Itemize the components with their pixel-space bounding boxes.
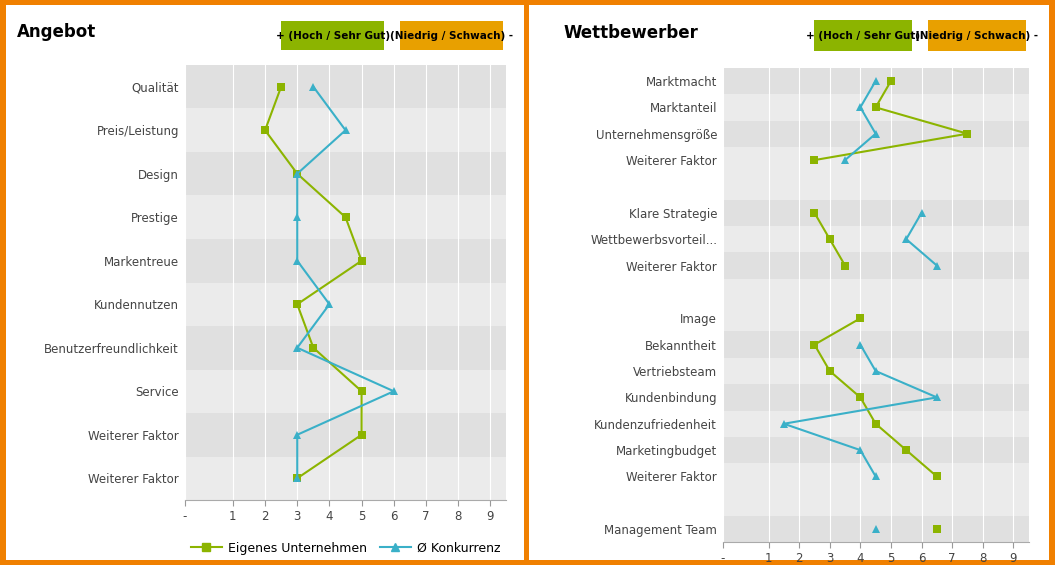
FancyBboxPatch shape	[400, 21, 503, 50]
Bar	[185, 195, 506, 239]
Bar	[185, 65, 506, 108]
Legend: Eigenes Unternehmen, Ø Konkurrenz: Eigenes Unternehmen, Ø Konkurrenz	[186, 537, 505, 560]
Bar	[723, 199, 1029, 226]
Text: + (Hoch / Sehr Gut): + (Hoch / Sehr Gut)	[806, 31, 920, 41]
Bar	[723, 358, 1029, 384]
Bar	[723, 226, 1029, 253]
Bar	[723, 253, 1029, 279]
Bar	[723, 68, 1029, 94]
Text: (Niedrig / Schwach) -: (Niedrig / Schwach) -	[390, 31, 514, 41]
Bar	[723, 516, 1029, 542]
Bar	[723, 305, 1029, 332]
Bar	[723, 120, 1029, 147]
Bar	[723, 332, 1029, 358]
Bar	[723, 384, 1029, 411]
Bar	[185, 326, 506, 370]
Bar	[723, 463, 1029, 490]
Bar	[185, 457, 506, 500]
Bar	[185, 239, 506, 282]
Text: Wettbewerber: Wettbewerber	[563, 24, 698, 42]
Text: (Niedrig / Schwach) -: (Niedrig / Schwach) -	[915, 31, 1038, 41]
FancyBboxPatch shape	[281, 21, 384, 50]
Bar	[185, 152, 506, 195]
Bar	[185, 108, 506, 152]
Bar	[723, 411, 1029, 437]
Bar	[185, 282, 506, 326]
FancyBboxPatch shape	[814, 20, 913, 51]
FancyBboxPatch shape	[927, 20, 1025, 51]
Bar	[185, 413, 506, 457]
Bar	[723, 94, 1029, 120]
Bar	[185, 370, 506, 413]
Text: + (Hoch / Sehr Gut): + (Hoch / Sehr Gut)	[275, 31, 389, 41]
Bar	[723, 147, 1029, 173]
Bar	[723, 437, 1029, 463]
Text: Angebot: Angebot	[17, 23, 97, 41]
